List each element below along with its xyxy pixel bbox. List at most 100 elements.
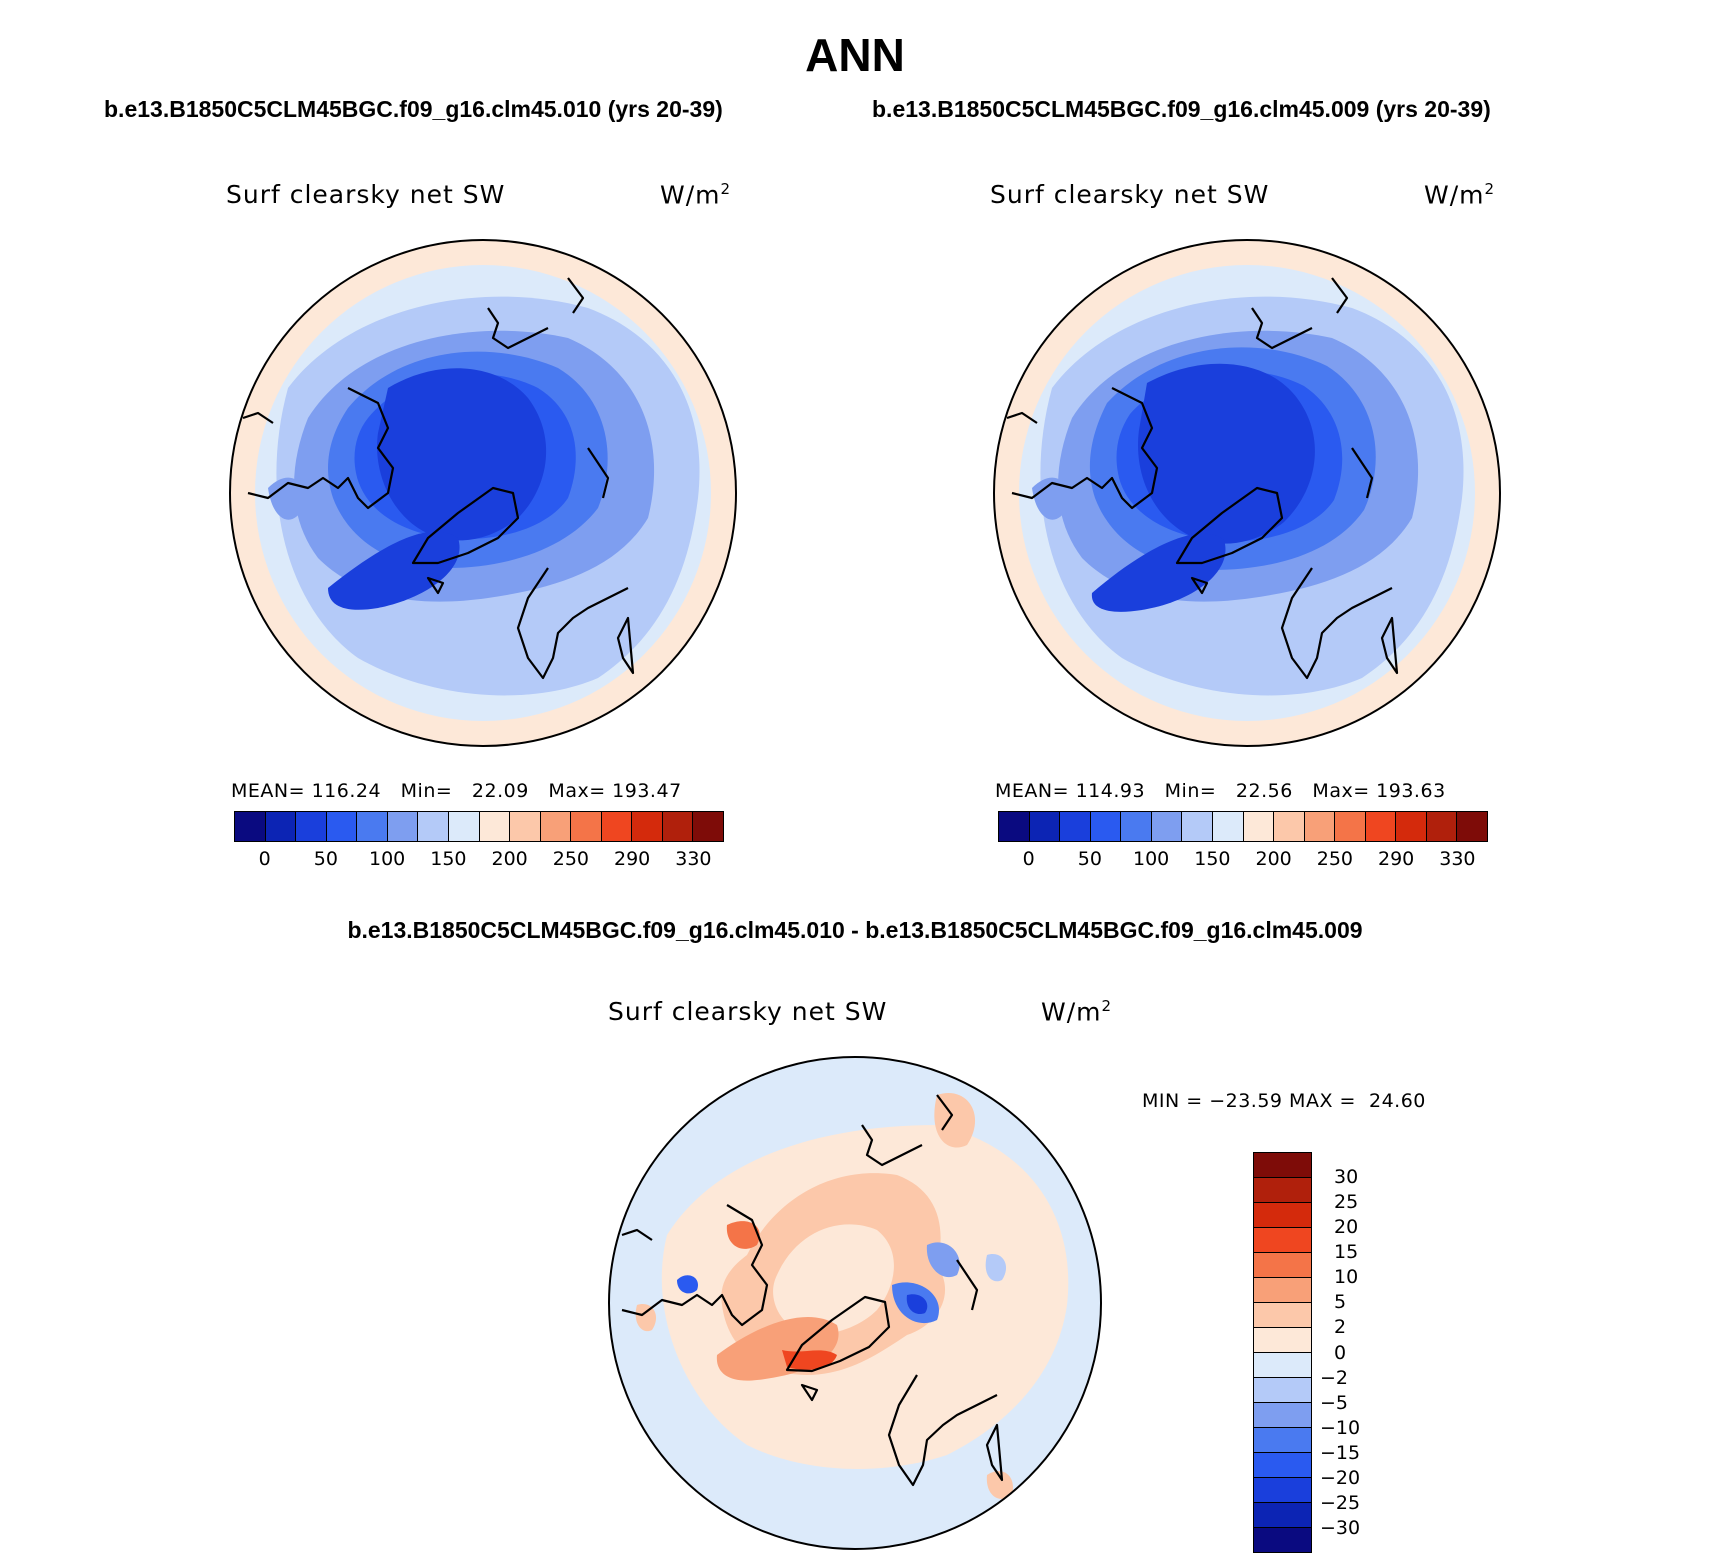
colorbar-cell (1254, 1478, 1311, 1503)
colorbar-tick-label: 0 (258, 848, 271, 870)
colorbar-cell (1426, 812, 1458, 841)
colorbar-cell (1274, 812, 1305, 841)
colorbar-tick-label: 0 (1334, 1341, 1347, 1364)
colorbar-left (234, 811, 724, 842)
colorbar-tick-label: 290 (613, 848, 651, 870)
colorbar-cell (1254, 1328, 1311, 1353)
colorbar-tick-label: −2 (1320, 1366, 1349, 1389)
colorbar-cell (418, 812, 449, 841)
colorbar-diff (1253, 1152, 1312, 1553)
colorbar-tick-label: −30 (1320, 1516, 1361, 1539)
colorbar-cell (1151, 812, 1183, 841)
colorbar-cell (999, 812, 1030, 841)
colorbar-cell (1396, 812, 1427, 841)
colorbar-tick-label: 30 (1334, 1166, 1359, 1189)
colorbar-cell (1254, 1303, 1311, 1328)
colorbar-cell (296, 812, 327, 841)
units-label-left: W/m2 (660, 180, 732, 210)
colorbar-right (998, 811, 1488, 842)
colorbar-cell (326, 812, 358, 841)
colorbar-cell (1254, 1378, 1311, 1403)
colorbar-cell (1212, 812, 1244, 841)
variable-label-diff: Surf clearsky net SW (608, 997, 888, 1026)
colorbar-cell (1304, 812, 1336, 841)
colorbar-ticks-left: 0 50 100 150 200 250 290 330 (234, 848, 724, 872)
colorbar-cell (1254, 1353, 1311, 1378)
colorbar-tick-label: −10 (1320, 1416, 1361, 1439)
colorbar-cell (265, 812, 297, 841)
colorbar-cell (1254, 1203, 1311, 1228)
colorbar-cell (1254, 1178, 1311, 1203)
colorbar-cell (1335, 812, 1366, 841)
colorbar-tick-label: −15 (1320, 1441, 1361, 1464)
colorbar-cell (1365, 812, 1397, 841)
stats-right: MEAN= 114.93 Min= 22.56 Max= 193.63 (995, 780, 1446, 802)
colorbar-cell (357, 812, 388, 841)
units-label-diff: W/m2 (1041, 997, 1113, 1027)
units-label-right: W/m2 (1424, 180, 1496, 210)
colorbar-tick-label: −25 (1320, 1491, 1361, 1514)
colorbar-cell (632, 812, 663, 841)
colorbar-tick-label: 150 (1194, 848, 1231, 870)
colorbar-cell (1090, 812, 1122, 841)
variable-label-right: Surf clearsky net SW (990, 180, 1270, 209)
colorbar-tick-label: 250 (1316, 848, 1354, 870)
colorbar-cell (1060, 812, 1091, 841)
colorbar-tick-label: 10 (1334, 1266, 1359, 1289)
colorbar-cell (1254, 1278, 1311, 1303)
colorbar-cell (1254, 1453, 1311, 1478)
colorbar-cell (571, 812, 602, 841)
colorbar-tick-label: 5 (1334, 1291, 1347, 1314)
colorbar-tick-label: 50 (1077, 848, 1102, 870)
colorbar-tick-label: 330 (675, 848, 712, 870)
colorbar-cell (1254, 1253, 1311, 1278)
polar-map-diff (608, 1056, 1102, 1550)
colorbar-tick-label: 100 (368, 848, 406, 870)
colorbar-cell (235, 812, 266, 841)
diff-title: b.e13.B1850C5CLM45BGC.f09_g16.clm45.010 … (347, 917, 1363, 943)
polar-map-right (993, 239, 1501, 747)
colorbar-tick-label: 15 (1334, 1241, 1359, 1264)
colorbar-tick-label: 330 (1439, 848, 1476, 870)
season-title: ANN (805, 29, 905, 81)
colorbar-cell (448, 812, 480, 841)
colorbar-cell (1254, 1403, 1311, 1428)
colorbar-tick-label: 150 (430, 848, 467, 870)
polar-map-left (229, 239, 737, 747)
colorbar-cell (540, 812, 572, 841)
colorbar-cell (1254, 1503, 1311, 1528)
colorbar-tick-label: −20 (1320, 1466, 1361, 1489)
colorbar-cell (1254, 1153, 1311, 1178)
colorbar-tick-label: 290 (1377, 848, 1415, 870)
colorbar-cell (1254, 1428, 1311, 1453)
variable-label-left: Surf clearsky net SW (226, 180, 506, 209)
colorbar-cell (662, 812, 694, 841)
colorbar-cell (1243, 812, 1275, 841)
colorbar-tick-label: 20 (1334, 1216, 1359, 1239)
colorbar-cell (1029, 812, 1061, 841)
colorbar-tick-label: 0 (1022, 848, 1035, 870)
colorbar-tick-label: 25 (1334, 1191, 1359, 1214)
colorbar-cell (693, 812, 723, 841)
colorbar-tick-label: 200 (491, 848, 528, 870)
colorbar-ticks-right: 0 50 100 150 200 250 290 330 (998, 848, 1488, 872)
colorbar-cell (1254, 1528, 1311, 1552)
colorbar-cell (387, 812, 419, 841)
colorbar-cell (1182, 812, 1213, 841)
colorbar-tick-label: 50 (313, 848, 338, 870)
colorbar-cell (1457, 812, 1487, 841)
stats-left: MEAN= 116.24 Min= 22.09 Max= 193.47 (231, 780, 682, 802)
case-title-left: b.e13.B1850C5CLM45BGC.f09_g16.clm45.010 … (104, 96, 723, 122)
colorbar-ticks-diff: 30 25 20 15 10 5 2 0 −2 −5 −10 −15 −20 −25 −30 (1320, 1152, 1400, 1553)
colorbar-cell (510, 812, 541, 841)
colorbar-tick-label: 2 (1334, 1316, 1347, 1339)
colorbar-tick-label: 200 (1255, 848, 1292, 870)
colorbar-cell (479, 812, 511, 841)
colorbar-tick-label: −5 (1320, 1391, 1349, 1414)
colorbar-cell (601, 812, 633, 841)
stats-diff: MIN = −23.59 MAX = 24.60 (1142, 1090, 1426, 1112)
case-title-right: b.e13.B1850C5CLM45BGC.f09_g16.clm45.009 … (872, 96, 1491, 122)
colorbar-tick-label: 250 (552, 848, 590, 870)
colorbar-tick-label: 100 (1132, 848, 1170, 870)
colorbar-cell (1121, 812, 1152, 841)
